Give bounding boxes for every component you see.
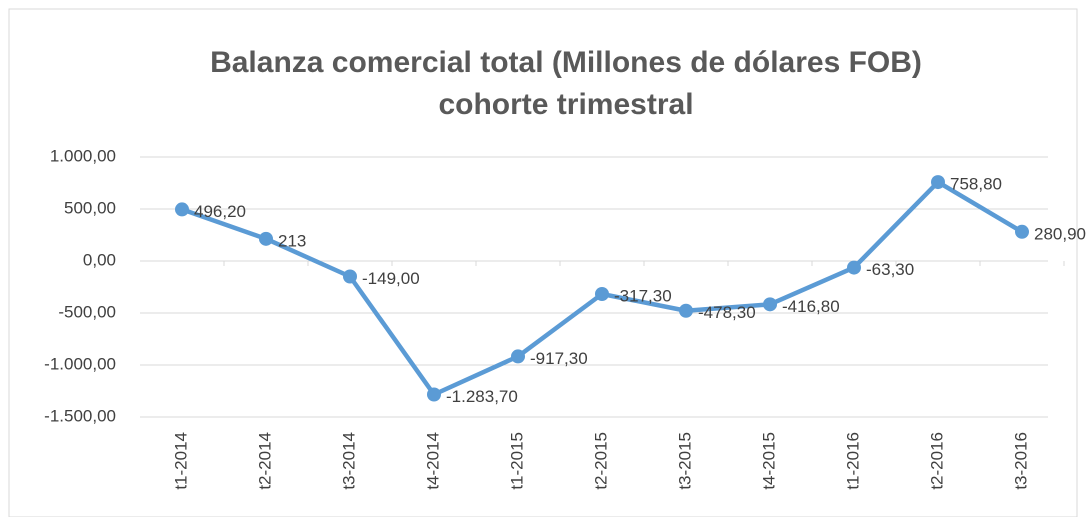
point	[1015, 224, 1029, 239]
x-tick-label: t1-2016	[843, 432, 862, 490]
data-label: -416,80	[782, 297, 840, 316]
x-tick-label: t1-2015	[507, 432, 526, 490]
point	[763, 297, 777, 312]
y-tick-label: 1.000,00	[50, 146, 116, 165]
x-tick-label: t4-2014	[423, 432, 442, 490]
x-tick-label: t1-2014	[171, 432, 190, 490]
x-tick-label: t3-2014	[339, 432, 358, 490]
y-tick-label: -1.000,00	[44, 354, 116, 373]
chart-border	[8, 8, 1078, 517]
point	[175, 202, 189, 217]
x-tick-label: t4-2015	[759, 432, 778, 490]
chart-title: Balanza comercial total (Millones de dól…	[210, 46, 922, 79]
data-label: -917,30	[530, 349, 588, 368]
y-tick-label: -1.500,00	[44, 406, 116, 425]
point	[259, 231, 273, 246]
y-tick-label: -500,00	[58, 302, 116, 321]
point	[931, 175, 945, 190]
data-label: -149,00	[362, 269, 420, 288]
y-tick-label: 500,00	[64, 198, 116, 217]
point	[679, 303, 693, 318]
data-label: -478,30	[698, 303, 756, 322]
data-label: 758,80	[950, 175, 1002, 194]
point	[595, 286, 609, 301]
data-label: 213	[278, 231, 306, 250]
data-label: -317,30	[614, 286, 672, 305]
data-label: -63,30	[866, 260, 914, 279]
point	[511, 349, 525, 364]
point	[427, 387, 441, 402]
chart-title: cohorte trimestral	[438, 88, 693, 121]
data-label: -1.283,70	[446, 387, 518, 406]
data-label: 280,90	[1034, 224, 1086, 243]
y-tick-label: 0,00	[83, 250, 116, 269]
x-tick-label: t3-2016	[1011, 432, 1030, 490]
x-tick-label: t3-2015	[675, 432, 694, 490]
x-tick-label: t2-2015	[591, 432, 610, 490]
x-tick-label: t2-2016	[927, 432, 946, 490]
point	[343, 269, 357, 284]
data-label: 496,20	[194, 202, 246, 221]
point	[847, 260, 861, 275]
x-tick-label: t2-2014	[255, 432, 274, 490]
